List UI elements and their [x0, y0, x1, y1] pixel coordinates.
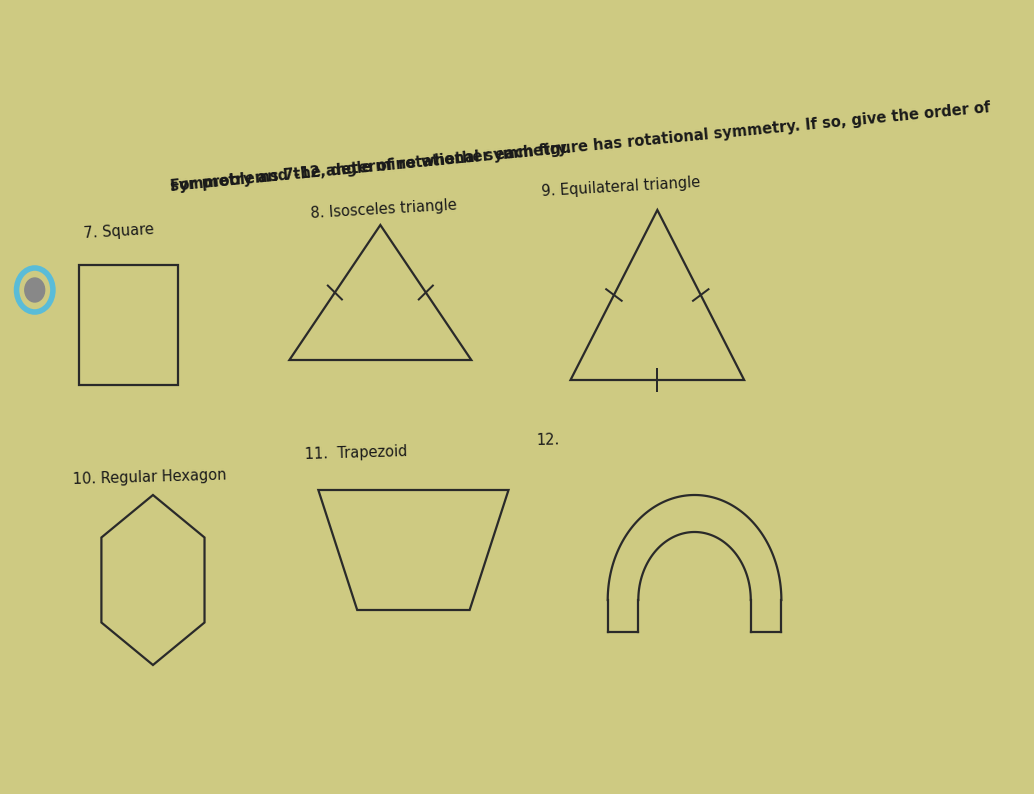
Circle shape: [25, 278, 44, 302]
Text: symmetry and the angle of rotational symmetry.: symmetry and the angle of rotational sym…: [170, 140, 572, 194]
Text: 7. Square: 7. Square: [83, 222, 154, 241]
Text: For problems 7-12, determine whether each figure has rotational symmetry. If so,: For problems 7-12, determine whether eac…: [170, 100, 991, 194]
Text: 9. Equilateral triangle: 9. Equilateral triangle: [542, 175, 701, 199]
Text: 12.: 12.: [536, 432, 559, 448]
Text: 10. Regular Hexagon: 10. Regular Hexagon: [72, 468, 226, 488]
Text: 8. Isosceles triangle: 8. Isosceles triangle: [310, 198, 457, 222]
Text: 11.  Trapezoid: 11. Trapezoid: [304, 444, 407, 462]
